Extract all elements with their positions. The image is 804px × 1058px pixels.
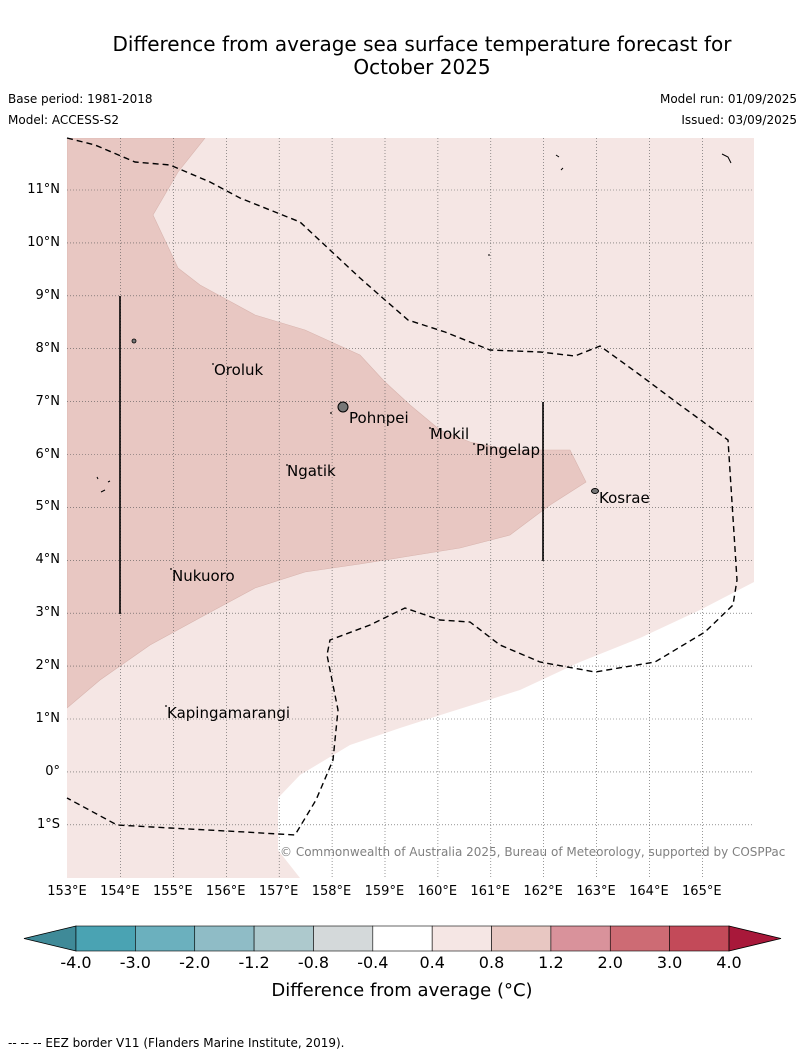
latitude-label: 1°N xyxy=(35,711,61,726)
longitude-label: 158°E xyxy=(311,884,352,899)
colorbar-tick-label: -1.2 xyxy=(238,953,270,972)
chart-title: Difference from average sea surface temp… xyxy=(40,33,804,79)
colorbar-segment xyxy=(75,925,136,952)
title-line-2: October 2025 xyxy=(353,55,491,79)
colorbar-segment xyxy=(491,925,552,952)
islands xyxy=(96,153,732,707)
longitude-label: 153°E xyxy=(47,884,87,899)
longitude-label: 154°E xyxy=(100,884,140,899)
longitude-label: 161°E xyxy=(470,884,510,899)
longitude-label: 157°E xyxy=(258,884,299,899)
colorbar-tick-label: 3.0 xyxy=(656,953,683,972)
latitude-label: 9°N xyxy=(35,287,61,303)
colorbar-segment xyxy=(431,925,492,952)
place-label-pohnpei: Pohnpei xyxy=(349,409,409,427)
colorbar-tick-label: -4.0 xyxy=(60,953,92,972)
colorbar-segment xyxy=(372,925,433,952)
oroluk-mark xyxy=(212,363,214,365)
longitude-label: 162°E xyxy=(523,884,563,899)
place-label-mokil: Mokil xyxy=(430,425,470,443)
colorbar-segment xyxy=(609,925,670,952)
model-name: Model: ACCESS-S2 xyxy=(8,113,120,127)
colorbar-tick-label: 0.8 xyxy=(478,953,505,972)
eez-border xyxy=(66,137,738,836)
longitude-label: 160°E xyxy=(417,884,458,899)
latitude-label: 10°N xyxy=(27,234,60,250)
place-label-nukuoro: Nukuoro xyxy=(172,567,235,585)
place-label-pingelap: Pingelap xyxy=(476,441,541,459)
anomaly-band-0.8-1.2 xyxy=(67,138,587,709)
colorbar-extend-high xyxy=(728,925,782,952)
kosrae-island xyxy=(591,488,599,494)
longitude-label: 156°E xyxy=(205,884,246,899)
colorbar-tick-label: -3.0 xyxy=(119,953,151,972)
colorbar-segment xyxy=(194,925,255,952)
island-marks xyxy=(96,476,111,493)
issued-date: Issued: 03/09/2025 xyxy=(681,113,797,127)
colorbar-tick-label: 4.0 xyxy=(716,953,742,972)
latitude-label: 4°N xyxy=(35,552,61,568)
place-label-oroluk: Oroluk xyxy=(214,361,264,379)
place-label-ngatik: Ngatik xyxy=(287,462,336,480)
footer-note: -- -- -- EEZ border V11 (Flanders Marine… xyxy=(8,1036,345,1050)
mokil-mark xyxy=(429,427,431,429)
base-period: Base period: 1981-2018 xyxy=(8,92,153,106)
colorbar-tick-label: 2.0 xyxy=(597,953,623,972)
place-label-kapingamarangi: Kapingamarangi xyxy=(167,704,291,722)
colorbar-label: Difference from average (°C) xyxy=(271,980,533,1001)
colorbar-segment xyxy=(550,925,611,952)
latitude-label: 3°N xyxy=(35,605,61,621)
nukuoro-mark xyxy=(170,568,172,570)
longitude-label: 155°E xyxy=(153,884,193,899)
model-run: Model run: 01/09/2025 xyxy=(659,92,797,106)
colorbar xyxy=(23,925,782,952)
latitude-label: 8°N xyxy=(35,340,61,356)
island-marks xyxy=(488,153,732,256)
latitude-label: 1°S xyxy=(36,816,60,832)
pohnpei-island xyxy=(337,401,349,413)
latitude-label: 7°N xyxy=(35,393,61,409)
colorbar-segment xyxy=(135,925,196,952)
colorbar-segment xyxy=(669,925,730,952)
latitude-label: 5°N xyxy=(35,499,61,515)
place-label-kosrae: Kosrae xyxy=(599,489,650,507)
colorbar-tick-label: -0.4 xyxy=(357,953,389,972)
colorbar-tick-label: 0.4 xyxy=(419,953,445,972)
copyright-notice: © Commonwealth of Australia 2025, Bureau… xyxy=(280,845,786,859)
ngatik-mark xyxy=(286,464,288,466)
longitude-label: 164°E xyxy=(629,884,669,899)
longitude-label: 159°E xyxy=(364,884,405,899)
pingelap-mark xyxy=(473,443,475,445)
island-mark xyxy=(131,338,137,344)
colorbar-extend-low xyxy=(23,925,77,952)
colorbar-segment xyxy=(253,925,314,952)
longitude-label: 165°E xyxy=(682,884,722,899)
title-line-1: Difference from average sea surface temp… xyxy=(112,32,732,56)
colorbar-segment xyxy=(313,925,374,952)
island-mark xyxy=(330,412,332,414)
latitude-label: 11°N xyxy=(27,182,60,197)
kapingamarangi-mark xyxy=(165,705,167,707)
latitude-label: 0° xyxy=(45,763,60,779)
longitude-label: 163°E xyxy=(576,884,616,899)
colorbar-tick-label: -2.0 xyxy=(179,953,211,972)
latitude-label: 6°N xyxy=(35,446,61,462)
anomaly-band-neutral xyxy=(278,582,754,878)
latitude-label: 2°N xyxy=(35,658,61,674)
colorbar-tick-label: 1.2 xyxy=(538,953,564,972)
colorbar-tick-label: -0.8 xyxy=(297,953,330,972)
